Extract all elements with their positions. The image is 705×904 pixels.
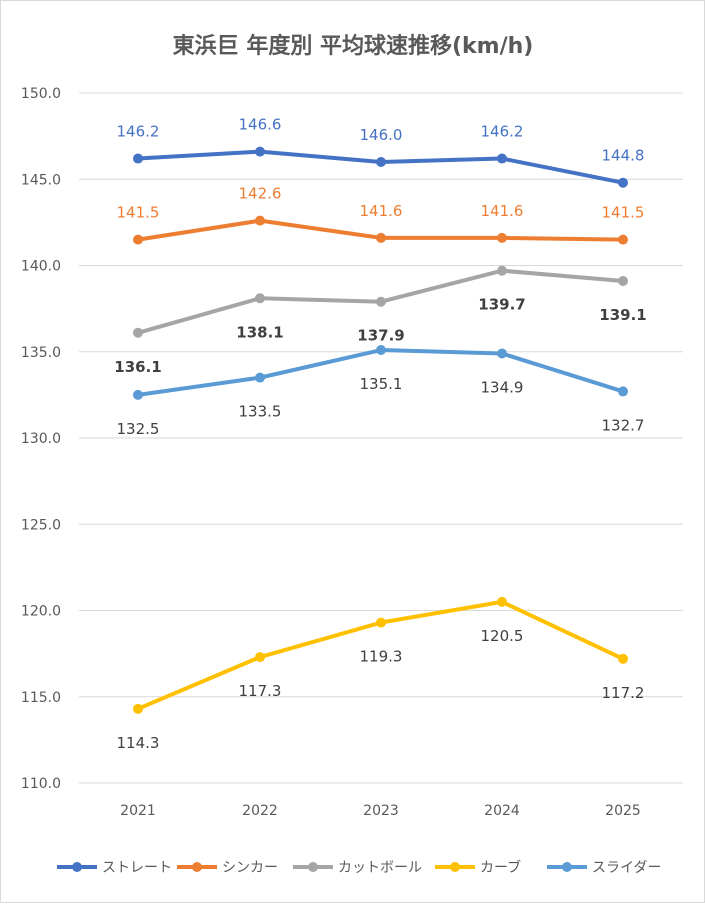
data-point — [497, 265, 507, 276]
data-point — [497, 232, 507, 243]
data-label: 138.1 — [236, 323, 283, 341]
legend-label: シンカー — [222, 860, 278, 876]
data-point — [376, 157, 386, 167]
data-labels: 146.2 146.6 146.0 146.2 144.8 141.5 142.6 141.6… — [114, 116, 646, 752]
data-label: 117.2 — [602, 684, 645, 702]
x-tick-label: 2021 — [120, 803, 156, 819]
data-label: 146.0 — [360, 126, 403, 144]
series-layer — [133, 146, 628, 714]
data-point — [618, 234, 628, 245]
chart-title: 東浜巨 年度別 平均球速推移(km/h) — [173, 33, 534, 59]
data-point — [133, 153, 143, 164]
data-point — [133, 389, 143, 400]
x-tick-label: 2025 — [605, 803, 641, 819]
data-point — [255, 372, 265, 383]
data-point — [255, 293, 265, 304]
data-point — [255, 652, 265, 663]
data-point — [618, 653, 628, 664]
legend-swatch-marker — [72, 862, 82, 872]
data-point — [497, 348, 507, 359]
legend-swatch-marker — [450, 862, 460, 872]
data-label: 141.6 — [360, 202, 403, 220]
data-label: 117.3 — [239, 682, 282, 700]
data-label: 132.5 — [117, 420, 160, 438]
data-point — [376, 345, 386, 356]
legend-item[interactable]: ストレート — [57, 860, 172, 876]
y-axis: 110.0 115.0 120.0 125.0 130.0 135.0 140.0 145.0… — [21, 86, 61, 792]
legend-item[interactable]: カーブ — [435, 859, 521, 876]
data-point — [133, 703, 143, 714]
data-point — [255, 146, 265, 157]
data-label: 142.6 — [239, 185, 282, 203]
legend-item[interactable]: シンカー — [177, 860, 278, 876]
y-tick-label: 120.0 — [21, 604, 61, 620]
data-point — [497, 596, 507, 607]
y-tick-label: 110.0 — [21, 776, 61, 792]
data-label: 139.1 — [599, 306, 646, 324]
data-label: 141.6 — [481, 202, 524, 220]
data-label: 137.9 — [357, 327, 404, 345]
y-tick-label: 130.0 — [21, 431, 61, 447]
data-point — [133, 327, 143, 338]
legend-item[interactable]: カットボール — [293, 860, 422, 876]
legend-label: カットボール — [338, 860, 422, 876]
data-label: 136.1 — [114, 358, 161, 376]
data-label: 139.7 — [478, 296, 525, 314]
data-label: 141.5 — [117, 204, 160, 222]
data-label: 132.7 — [602, 416, 645, 434]
data-label: 146.2 — [481, 123, 524, 141]
y-tick-label: 150.0 — [21, 86, 61, 102]
legend-swatch-marker — [308, 862, 318, 872]
data-point — [376, 296, 386, 307]
data-point — [376, 232, 386, 243]
data-point — [618, 386, 628, 397]
y-tick-label: 135.0 — [21, 345, 61, 361]
y-tick-label: 145.0 — [21, 172, 61, 188]
data-point — [618, 177, 628, 188]
legend-label: スライダー — [592, 860, 661, 876]
gridlines — [79, 92, 683, 784]
legend-swatch-marker — [562, 862, 572, 872]
data-label: 146.6 — [239, 116, 282, 134]
y-tick-label: 115.0 — [21, 690, 61, 706]
data-label: 144.8 — [602, 147, 645, 165]
x-tick-label: 2022 — [242, 803, 278, 819]
data-label: 135.1 — [360, 375, 403, 393]
data-label: 120.5 — [481, 627, 524, 645]
data-label: 119.3 — [360, 648, 403, 666]
data-point — [618, 276, 628, 287]
x-axis: 2021 2022 2023 2024 2025 — [120, 803, 641, 819]
data-label: 114.3 — [117, 734, 160, 752]
data-point — [133, 234, 143, 245]
data-point — [255, 215, 265, 226]
legend-label: ストレート — [102, 860, 172, 876]
y-tick-label: 125.0 — [21, 517, 61, 533]
data-label: 133.5 — [239, 403, 282, 421]
x-tick-label: 2023 — [363, 803, 399, 819]
legend-item[interactable]: スライダー — [547, 860, 661, 876]
legend: ストレート シンカー カットボール カーブ スライダー — [57, 859, 661, 876]
data-label: 146.2 — [117, 123, 160, 141]
legend-swatch-marker — [192, 862, 202, 872]
data-point — [376, 617, 386, 628]
legend-label: カーブ — [480, 859, 521, 876]
data-label: 141.5 — [602, 204, 645, 222]
data-point — [497, 153, 507, 164]
series-line — [136, 149, 625, 185]
y-tick-label: 140.0 — [21, 259, 61, 275]
x-tick-label: 2024 — [484, 803, 520, 819]
data-label: 134.9 — [481, 378, 524, 396]
